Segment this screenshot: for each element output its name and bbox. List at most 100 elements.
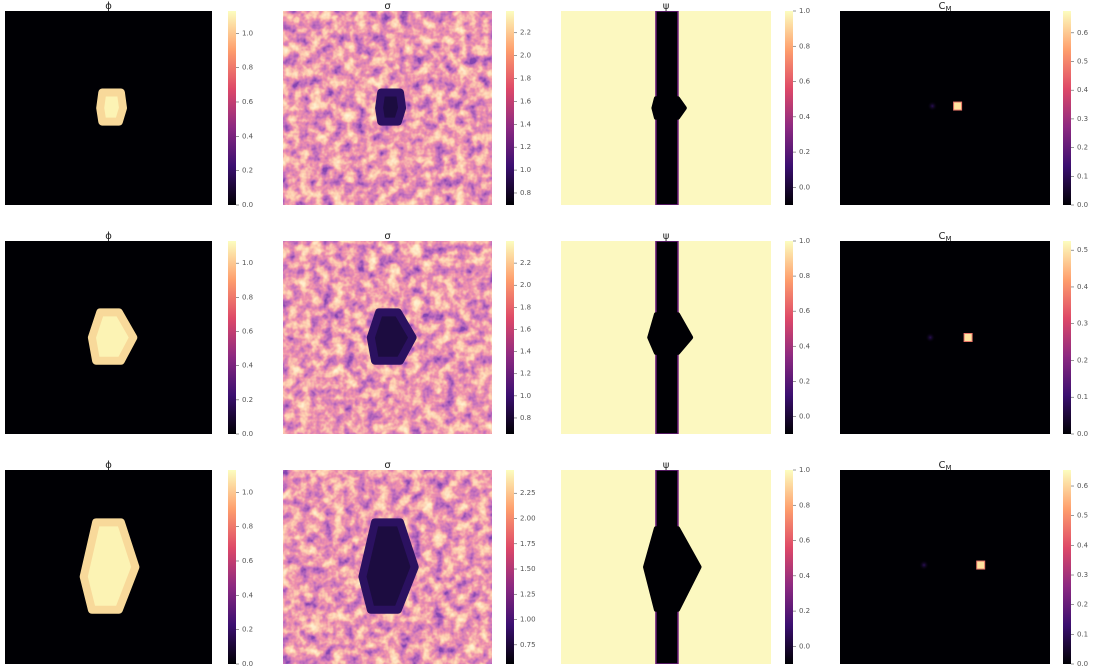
heatmap-image <box>840 241 1050 434</box>
colorbar-tick-label: 0.4 <box>799 572 811 580</box>
hot-spot <box>953 101 963 111</box>
blob <box>647 312 694 355</box>
panel-title: ψ <box>663 1 670 12</box>
colorbar <box>1063 11 1071 205</box>
colorbar <box>1063 241 1071 434</box>
colorbar-tick-label: 0.0 <box>799 412 810 420</box>
colorbar-tick-label: 1.0 <box>799 466 810 474</box>
colorbar <box>228 241 236 434</box>
colorbar-tick-label: 1.2 <box>520 370 531 378</box>
colorbar-tick-label: 0.2 <box>799 607 810 615</box>
colorbar <box>785 241 793 434</box>
title-main: C <box>938 231 945 242</box>
colorbar <box>228 470 236 664</box>
colorbar <box>506 241 514 434</box>
colorbar-tick-label: 0.2 <box>1077 144 1088 152</box>
colorbar-tick-label: 0.6 <box>799 307 811 315</box>
colorbar <box>785 11 793 205</box>
colorbar-tick-label: 1.75 <box>520 540 536 548</box>
panel-title: ψ <box>663 231 670 242</box>
heatmap-image <box>561 241 771 434</box>
colorbar-tick-label: 2.2 <box>520 29 531 37</box>
colorbar <box>785 470 793 664</box>
colorbar-tick-label: 0.4 <box>1077 541 1089 549</box>
colorbar-tick-label: 1.0 <box>242 259 253 267</box>
colorbar-tick-label: 0.0 <box>1077 201 1088 209</box>
blob <box>96 88 127 126</box>
faint-dot <box>925 332 936 343</box>
title-sub: M <box>945 464 951 472</box>
colorbar-tick-label: 0.4 <box>1077 86 1089 94</box>
heatmap-image <box>283 470 492 664</box>
title-main: C <box>938 1 945 12</box>
panel: ψ 0.0 0.2 0.4 0.6 0.8 1.0 <box>561 460 811 664</box>
colorbar-tick-label: 0.4 <box>1077 283 1089 291</box>
colorbar-tick-label: 1.4 <box>520 348 532 356</box>
colorbar-tick-label: 0.4 <box>799 342 811 350</box>
panel: ϕ 0.0 0.2 0.4 0.6 0.8 1.0 <box>5 460 254 668</box>
panel-title: ϕ <box>105 1 112 12</box>
colorbar-tick-label: 1.4 <box>520 120 532 128</box>
panel-title: CM <box>938 231 951 243</box>
title-main: C <box>938 460 945 471</box>
panel: CM 0.0 0.1 0.2 0.3 0.4 0.5 <box>840 231 1089 438</box>
colorbar-tick-label: 1.0 <box>242 29 253 37</box>
colorbar-tick-label: 2.2 <box>520 259 531 267</box>
colorbar-tick-label: 0.8 <box>799 501 810 509</box>
background <box>840 11 1050 205</box>
colorbar-tick-label: 0.4 <box>242 591 254 599</box>
colorbar-tick-label: 0.8 <box>799 272 810 280</box>
colorbar-tick-label: 0.6 <box>1077 482 1089 490</box>
colorbar-tick-label: 1.0 <box>242 488 253 496</box>
blob <box>79 518 140 614</box>
colorbar-tick-label: 0.8 <box>242 293 253 301</box>
title-main: ψ <box>663 231 670 242</box>
colorbar-tick-label: 0.1 <box>1077 630 1088 638</box>
title-sub: M <box>945 5 951 13</box>
panel: σ 0.75 1.00 1.25 1.50 1.75 2.00 2.25 <box>283 460 536 664</box>
colorbar-tick-label: 0.0 <box>242 430 253 438</box>
title-main: ϕ <box>105 1 112 12</box>
heatmap-image <box>840 470 1050 664</box>
colorbar-tick-label: 1.25 <box>520 590 536 598</box>
panel: σ 0.8 1.0 1.2 1.4 1.6 1.8 2.0 2.2 <box>283 1 532 205</box>
colorbar-tick-label: 0.0 <box>799 183 810 191</box>
colorbar-tick-label: 0.2 <box>242 167 253 175</box>
colorbar-tick-label: 2.0 <box>520 52 531 60</box>
colorbar-tick-label: 0.4 <box>242 362 254 370</box>
colorbar-tick-label: 0.8 <box>520 189 531 197</box>
background <box>840 470 1050 664</box>
colorbar-tick-label: 0.2 <box>1077 601 1088 609</box>
colorbar-tick-label: 0.6 <box>1077 29 1089 37</box>
heatmap-image <box>5 241 212 434</box>
colorbar-tick-label: 0.0 <box>242 201 253 209</box>
colorbar <box>506 11 514 205</box>
colorbar-tick-label: 0.5 <box>1077 246 1088 254</box>
blob <box>651 96 687 120</box>
heatmap-image <box>283 11 492 205</box>
title-main: ϕ <box>105 231 112 242</box>
colorbar-tick-label: 1.0 <box>520 166 531 174</box>
colorbar-tick-label: 1.0 <box>520 392 531 400</box>
title-sub: M <box>945 235 951 243</box>
colorbar-tick-label: 1.6 <box>520 325 532 333</box>
heatmap-image <box>561 11 771 205</box>
panel-title: CM <box>938 1 951 13</box>
colorbar-tick-label: 2.25 <box>520 489 536 497</box>
panel-title: σ <box>384 460 391 471</box>
colorbar-tick-label: 1.6 <box>520 97 532 105</box>
colorbar-tick-label: 0.0 <box>799 642 810 650</box>
colorbar-tick-label: 0.4 <box>242 132 254 140</box>
colorbar-tick-label: 0.3 <box>1077 571 1088 579</box>
colorbar-tick-label: 0.6 <box>799 78 811 86</box>
colorbar-tick-label: 0.8 <box>520 414 531 422</box>
panel: CM 0.0 0.1 0.2 0.3 0.4 0.5 0.6 <box>840 1 1089 209</box>
colorbar-tick-label: 0.3 <box>1077 115 1088 123</box>
colorbar-tick-label: 0.2 <box>1077 356 1088 364</box>
heatmap-image <box>283 241 492 434</box>
colorbar-tick-label: 0.0 <box>242 660 253 668</box>
blob <box>366 308 417 365</box>
panel: ψ 0.0 0.2 0.4 0.6 0.8 1.0 <box>561 231 811 434</box>
colorbar-tick-label: 0.1 <box>1077 172 1088 180</box>
